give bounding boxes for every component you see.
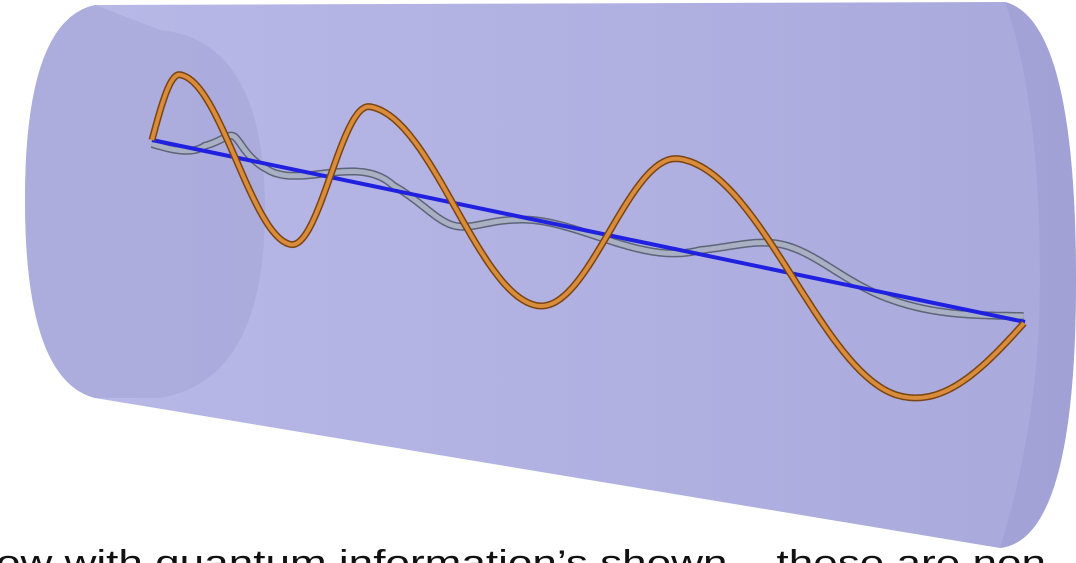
- caption: ow with quantum information’s shown – th…: [0, 544, 1046, 563]
- illustration: ow with quantum information’s shown – th…: [0, 0, 1076, 563]
- page: ow with quantum information’s shown – th…: [0, 0, 1076, 563]
